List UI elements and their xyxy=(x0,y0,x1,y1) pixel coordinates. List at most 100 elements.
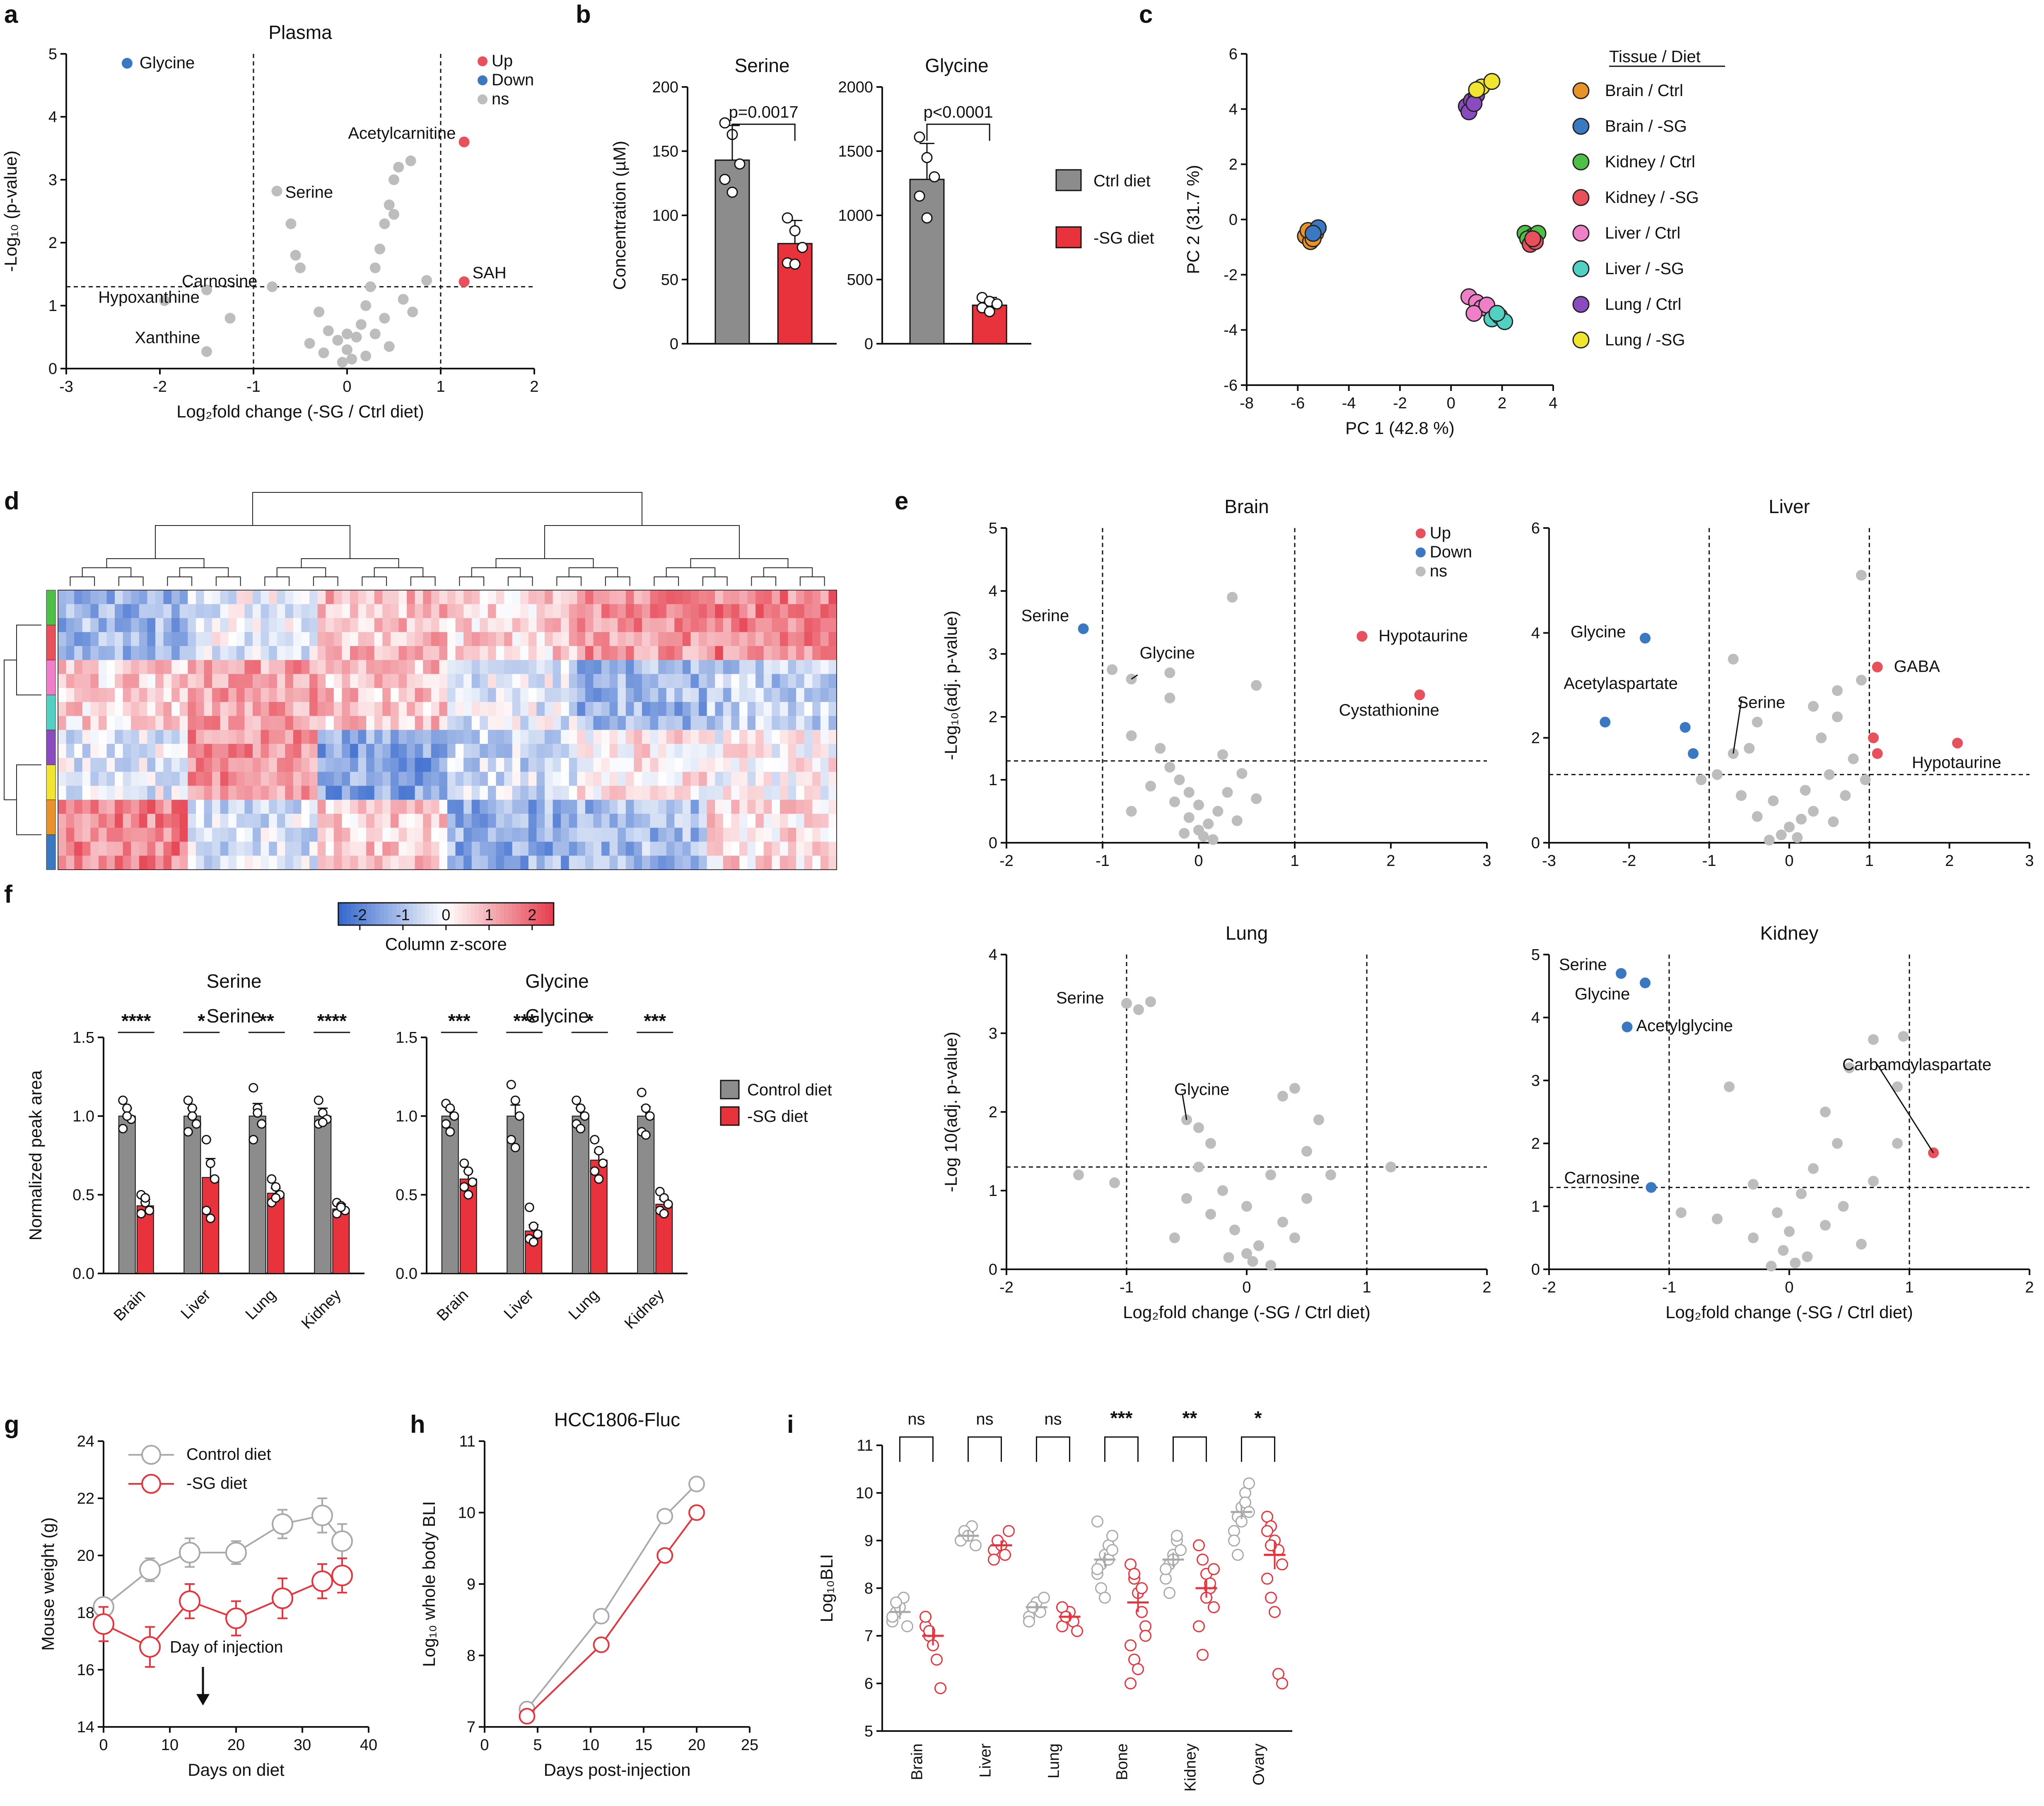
data-point xyxy=(93,1613,114,1635)
heatmap-cell xyxy=(407,674,415,688)
heatmap-cell xyxy=(772,786,780,800)
heatmap-cell xyxy=(90,842,99,856)
colorbar-cell xyxy=(500,903,504,925)
heatmap-cell xyxy=(244,618,253,632)
heatmap-cell xyxy=(163,842,172,856)
heatmap-cell xyxy=(236,758,245,772)
heatmap-cell xyxy=(74,660,83,675)
data-point-ns xyxy=(1301,1193,1312,1204)
heatmap-cell xyxy=(455,800,464,814)
heatmap-cell xyxy=(179,730,188,744)
heatmap-cell xyxy=(609,716,618,731)
heatmap-cell xyxy=(496,660,504,675)
heatmap-cell xyxy=(487,786,497,800)
significance-bracket xyxy=(926,123,990,141)
heatmap-cell xyxy=(593,618,602,632)
heatmap-cell xyxy=(390,758,399,772)
heatmap-cell xyxy=(244,646,253,661)
heatmap-cell xyxy=(739,660,748,675)
heatmap-cell xyxy=(634,590,642,605)
heatmap-cell xyxy=(625,772,635,786)
data-point xyxy=(929,171,940,183)
heatmap-cell xyxy=(739,800,748,814)
heatmap-cell xyxy=(155,716,164,731)
heatmap-cell xyxy=(699,842,707,856)
legend-label: -SG diet xyxy=(1093,229,1154,247)
heatmap-cell xyxy=(123,660,131,675)
significance-bracket xyxy=(1173,1436,1207,1462)
heatmap-cell xyxy=(253,744,261,758)
heatmap-cell xyxy=(277,786,285,800)
heatmap-cell xyxy=(569,758,577,772)
heatmap-cell xyxy=(487,842,497,856)
heatmap-cell xyxy=(374,604,383,619)
heatmap-cell xyxy=(763,632,772,646)
heatmap-cell xyxy=(634,716,642,731)
heatmap-cell xyxy=(293,618,302,632)
data-point xyxy=(510,1143,520,1153)
heatmap-cell xyxy=(763,618,772,632)
y-tick-label: 1.5 xyxy=(72,1029,94,1046)
heatmap-cell xyxy=(195,604,205,619)
heatmap-cell xyxy=(236,646,245,661)
heatmap-cell xyxy=(366,688,375,702)
heatmap-cell xyxy=(431,646,440,661)
heatmap-cell xyxy=(439,604,448,619)
significance-bracket xyxy=(968,1436,1002,1462)
heatmap-cell xyxy=(115,814,123,828)
x-tick-label: 20 xyxy=(227,1736,245,1754)
data-point-ns xyxy=(389,174,399,185)
heatmap-cell xyxy=(236,618,245,632)
heatmap-cell xyxy=(812,618,821,632)
heatmap-cell xyxy=(763,814,772,828)
heatmap-cell xyxy=(58,674,67,688)
colorbar-cell xyxy=(433,903,438,925)
heatmap-cell xyxy=(228,758,237,772)
data-point-ns xyxy=(159,295,170,306)
heatmap-cell xyxy=(642,827,651,842)
heatmap-cell xyxy=(690,632,699,646)
heatmap-cell xyxy=(131,702,140,716)
heatmap-cell xyxy=(512,730,521,744)
heatmap-cell xyxy=(796,604,805,619)
significance-label: ns xyxy=(907,1410,925,1428)
heatmap-cell xyxy=(747,618,756,632)
data-point xyxy=(641,1103,651,1113)
heatmap-cell xyxy=(212,618,221,632)
heatmap-cell xyxy=(171,660,180,675)
heatmap-cell xyxy=(58,604,67,619)
heatmap-cell xyxy=(74,827,83,842)
y-tick-label: 0.0 xyxy=(396,1265,417,1283)
heatmap-cell xyxy=(731,827,740,842)
x-tick-label: -3 xyxy=(59,378,73,395)
heatmap-cell xyxy=(204,786,212,800)
heatmap-cell xyxy=(504,702,513,716)
heatmap-cell xyxy=(66,646,75,661)
x-tick-label: 1 xyxy=(1362,1279,1371,1296)
heatmap-cell xyxy=(90,660,99,675)
heatmap-cell xyxy=(796,827,805,842)
row-annotation xyxy=(46,799,56,835)
heatmap-cell xyxy=(690,758,699,772)
heatmap-cell xyxy=(618,814,626,828)
heatmap-cell xyxy=(431,856,440,870)
heatmap-cell xyxy=(398,814,407,828)
heatmap-cell xyxy=(309,786,318,800)
heatmap-cell xyxy=(666,800,675,814)
y-tick-label: 2 xyxy=(1531,730,1540,747)
data-point xyxy=(514,1111,524,1121)
data-point xyxy=(576,1103,586,1113)
heatmap-cell xyxy=(471,632,480,646)
heatmap-cell xyxy=(431,660,440,675)
heatmap-cell xyxy=(382,716,391,731)
heatmap-cell xyxy=(650,702,659,716)
data-point xyxy=(688,1476,705,1493)
legend-label: Liver / -SG xyxy=(1605,260,1684,278)
category-label: Brain xyxy=(111,1286,149,1324)
heatmap-cell xyxy=(496,632,504,646)
heatmap-cell xyxy=(618,786,626,800)
heatmap-cell xyxy=(723,730,732,744)
heatmap-cell xyxy=(609,632,618,646)
heatmap-cell xyxy=(747,674,756,688)
heatmap-cell xyxy=(90,827,99,842)
